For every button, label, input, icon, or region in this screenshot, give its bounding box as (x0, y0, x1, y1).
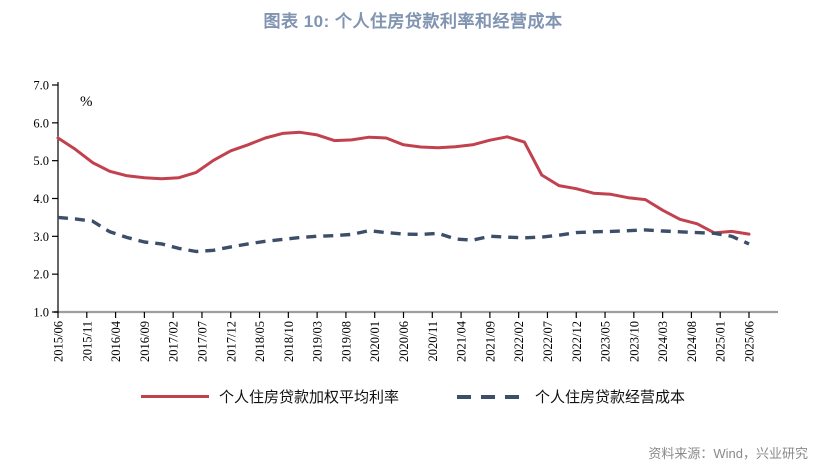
x-tick-label: 2023/05 (599, 321, 613, 362)
rate-series-line (56, 130, 751, 236)
legend-label-rate: 个人住房贷款加权平均利率 (218, 390, 399, 406)
legend-label-cost: 个人住房贷款经营成本 (535, 390, 686, 406)
y-tick-label: 7.0 (33, 79, 49, 93)
legend-item-cost: 个人住房贷款经营成本 (457, 386, 685, 407)
x-tick-label: 2022/07 (541, 321, 555, 362)
x-tick-label: 2016/04 (109, 320, 123, 362)
legend-swatch-solid-line (140, 394, 209, 399)
x-tick-label: 2019/03 (311, 321, 325, 362)
x-tick-label: 2022/12 (570, 321, 584, 362)
cost-series-line (57, 215, 750, 254)
x-tick-label: 2018/05 (253, 321, 267, 362)
x-tick-label: 2018/10 (282, 321, 296, 362)
x-tick-label: 2017/02 (167, 321, 181, 362)
x-tick-label: 2017/12 (224, 321, 238, 362)
x-tick-label: 2020/11 (426, 321, 440, 362)
x-tick-label: 2021/04 (455, 320, 469, 362)
legend-item-rate: 个人住房贷款加权平均利率 (140, 386, 399, 407)
x-tick-label: 2020/01 (368, 321, 382, 362)
x-tick-label: 2022/02 (512, 321, 526, 362)
y-tick-label: 4.0 (33, 192, 49, 206)
chart-title: 图表 10: 个人住房贷款利率和经营成本 (263, 12, 563, 31)
x-tick-label: 2025/01 (714, 321, 728, 362)
x-tick-label: 2021/09 (483, 321, 497, 362)
x-tick-label: 2020/06 (397, 321, 411, 362)
x-tick-label: 2023/10 (627, 321, 641, 362)
x-tick-label: 2016/09 (138, 321, 152, 362)
x-tick-label: 2015/06 (52, 321, 66, 362)
legend-swatch-dashed-line (457, 394, 525, 399)
x-tick-label: 2017/07 (195, 321, 209, 362)
x-tick-label: 2015/11 (80, 321, 94, 362)
x-tick-label: 2024/08 (685, 321, 699, 362)
y-tick-label: 1.0 (33, 306, 49, 320)
y-tick-label: 2.0 (33, 268, 49, 282)
x-tick-label: 2024/03 (656, 321, 670, 362)
x-tick-label: 2019/08 (339, 321, 353, 362)
y-tick-label: 3.0 (33, 230, 49, 244)
y-tick-label: 6.0 (33, 116, 49, 130)
x-tick-label: 2025/06 (743, 321, 757, 362)
y-tick-label: 5.0 (33, 154, 49, 168)
chart-legend: 个人住房贷款加权平均利率 个人住房贷款经营成本 (0, 386, 826, 407)
source-note: 资料来源：Wind，兴业研究 (648, 446, 808, 461)
unit-percent-label: % (80, 94, 93, 110)
